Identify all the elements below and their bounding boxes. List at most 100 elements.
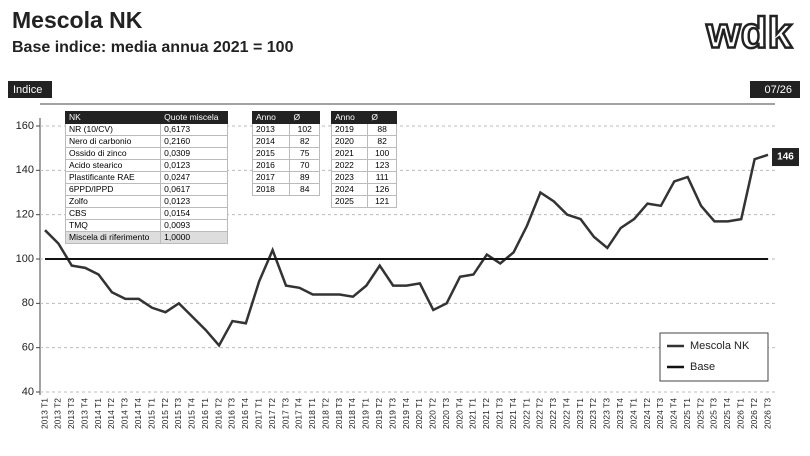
table-cell: NR (10/CV) xyxy=(64,123,162,136)
table-cell: 2013 xyxy=(251,123,291,136)
table-cell: 126 xyxy=(367,183,397,196)
x-tick-label: 2016 T4 xyxy=(240,398,250,429)
table-cell: CBS xyxy=(64,207,162,220)
table-cell: 2025 xyxy=(330,195,369,208)
table-cell: 2022 xyxy=(330,159,369,172)
x-tick-label: 2022 T1 xyxy=(521,398,531,429)
table-cell: 2016 xyxy=(251,159,291,172)
chart-title: Mescola NK xyxy=(12,7,143,33)
x-tick-label: 2020 T1 xyxy=(414,398,424,429)
legend-label: Mescola NK xyxy=(690,340,750,352)
table-cell: 75 xyxy=(289,147,320,160)
table-cell: 2018 xyxy=(251,183,291,196)
y-tick-label: 100 xyxy=(16,253,34,265)
x-tick-label: 2017 T2 xyxy=(267,398,277,429)
table-cell: 2019 xyxy=(330,123,369,136)
x-tick-label: 2017 T3 xyxy=(280,398,290,429)
x-tick-label: 2017 T4 xyxy=(294,398,304,429)
table-cell: 2020 xyxy=(330,135,369,148)
y-tick-label: 160 xyxy=(16,120,34,132)
x-tick-label: 2021 T4 xyxy=(508,398,518,429)
table-cell: Plastificante RAE xyxy=(64,171,162,184)
x-tick-label: 2015 T4 xyxy=(187,398,197,429)
y-tick-label: 80 xyxy=(22,297,34,309)
x-tick-label: 2025 T3 xyxy=(709,398,719,429)
table-cell: TMQ xyxy=(64,219,162,232)
table-cell: 0,0123 xyxy=(160,195,228,208)
x-tick-label: 2021 T2 xyxy=(481,398,491,429)
table-cell: 0,0617 xyxy=(160,183,228,196)
table-cell: 2015 xyxy=(251,147,291,160)
x-tick-label: 2016 T2 xyxy=(213,398,223,429)
end-label-box xyxy=(772,148,799,167)
x-tick-label: 2015 T2 xyxy=(160,398,170,429)
table-cell: 111 xyxy=(367,171,397,184)
header-cell: Quote miscela xyxy=(160,111,228,124)
x-tick-label: 2020 T3 xyxy=(441,398,451,429)
table-cell: 0,0247 xyxy=(160,171,228,184)
table-cell: 100 xyxy=(367,147,397,160)
data-table: NK Quote miscela NR (10/CV) 0,6173 Nero di c… xyxy=(64,111,228,244)
y-tick-label: 140 xyxy=(16,164,34,176)
date-label: 07/26 xyxy=(764,84,792,96)
x-tick-label: 2018 T3 xyxy=(334,398,344,429)
x-tick-label: 2024 T2 xyxy=(642,398,652,429)
x-tick-label: 2019 T3 xyxy=(387,398,397,429)
table-cell: 0,2160 xyxy=(160,135,228,148)
x-tick-label: 2019 T4 xyxy=(401,398,411,429)
x-tick-label: 2025 T2 xyxy=(695,398,705,429)
x-tick-label: 2022 T2 xyxy=(535,398,545,429)
x-tick-label: 2021 T1 xyxy=(468,398,478,429)
data-table: Anno Ø 2019 88 2020 82 2021 100 2022 123 2023 111 20… xyxy=(330,111,397,208)
table-cell: 102 xyxy=(289,123,320,136)
table-cell: Miscela di riferimento xyxy=(64,231,162,244)
y-tick-label: 120 xyxy=(16,209,34,221)
legend-box xyxy=(659,332,769,382)
data-table: Anno Ø 2013 102 2014 82 2015 75 2016 70 2017 89 2018… xyxy=(251,111,320,196)
table-cell: 1,0000 xyxy=(160,231,228,244)
logo: wdk xyxy=(705,9,792,58)
x-tick-label: 2024 T4 xyxy=(669,398,679,429)
x-tick-label: 2023 T3 xyxy=(602,398,612,429)
y-tick-label: 40 xyxy=(22,386,34,398)
chart-subtitle: Base indice: media annua 2021 = 100 xyxy=(12,39,294,56)
table-cell: 89 xyxy=(289,171,320,184)
table-cell: 121 xyxy=(367,195,397,208)
x-tick-label: 2023 T2 xyxy=(588,398,598,429)
table-cell: 123 xyxy=(367,159,397,172)
x-tick-label: 2016 T1 xyxy=(200,398,210,429)
x-tick-label: 2015 T3 xyxy=(173,398,183,429)
x-tick-label: 2013 T2 xyxy=(53,398,63,429)
x-tick-label: 2017 T1 xyxy=(253,398,263,429)
table-cell: 0,0309 xyxy=(160,147,228,160)
x-tick-label: 2014 T2 xyxy=(106,398,116,429)
x-tick-label: 2014 T1 xyxy=(93,398,103,429)
legend-label: Base xyxy=(690,361,715,373)
table-cell: Zolfo xyxy=(64,195,162,208)
table-cell: Nero di carbonio xyxy=(64,135,162,148)
table-cell: 0,0154 xyxy=(160,207,228,220)
x-tick-label: 2015 T1 xyxy=(146,398,156,429)
x-tick-label: 2023 T4 xyxy=(615,398,625,429)
header-cell: Anno xyxy=(251,111,291,124)
x-tick-label: 2020 T4 xyxy=(454,398,464,429)
x-tick-label: 2026 T2 xyxy=(749,398,759,429)
x-tick-label: 2023 T1 xyxy=(575,398,585,429)
x-tick-label: 2022 T3 xyxy=(548,398,558,429)
x-tick-label: 2022 T4 xyxy=(561,398,571,429)
table-cell: 0,0093 xyxy=(160,219,228,232)
x-tick-label: 2013 T1 xyxy=(39,398,49,429)
header-cell: Anno xyxy=(330,111,369,124)
header-cell: Ø xyxy=(367,111,397,124)
table-cell: 2024 xyxy=(330,183,369,196)
x-tick-label: 2021 T3 xyxy=(494,398,504,429)
table-cell: 0,6173 xyxy=(160,123,228,136)
y-label-box xyxy=(8,81,52,98)
table-cell: 2017 xyxy=(251,171,291,184)
x-tick-label: 2016 T3 xyxy=(227,398,237,429)
header-cell: NK xyxy=(64,111,162,124)
table-cell: 70 xyxy=(289,159,320,172)
x-tick-label: 2024 T3 xyxy=(655,398,665,429)
